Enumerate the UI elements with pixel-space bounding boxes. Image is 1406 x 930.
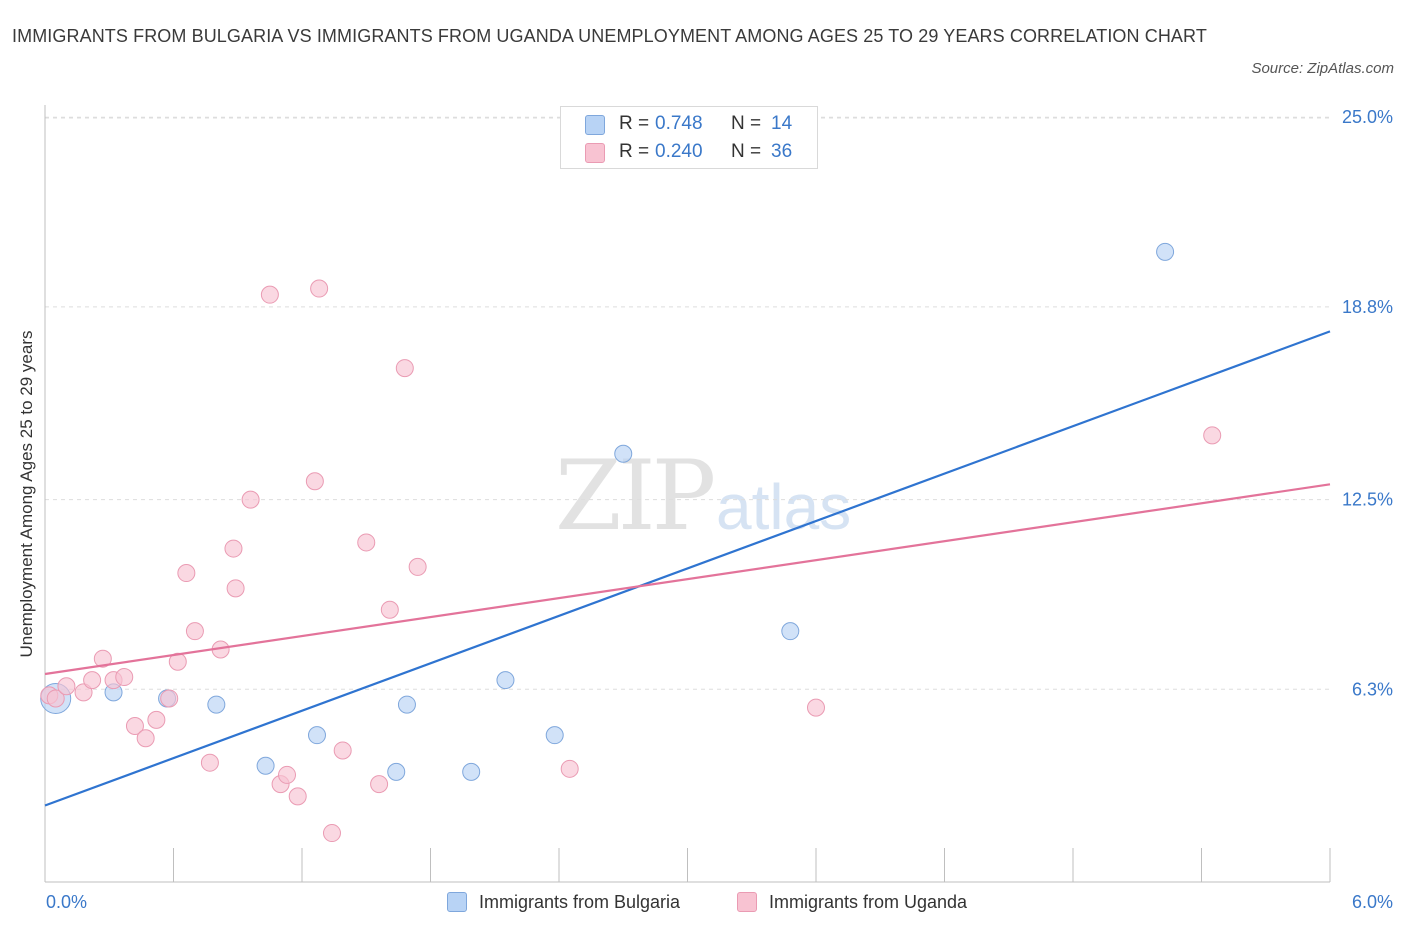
r-value: 0.748 [655,113,703,134]
r-label: R = [619,113,650,134]
point-uganda [278,765,297,784]
point-uganda [310,279,329,298]
point-uganda [125,716,144,735]
y-tick-label: 18.8% [1342,297,1393,317]
point-uganda [185,622,204,641]
point-uganda [115,668,134,687]
y-axis-label: Unemployment Among Ages 25 to 29 years [17,330,36,658]
point-uganda [380,600,399,619]
n-label: N = [731,113,762,134]
correlation-legend: R = 0.748 N = 14 R = 0.240 N = 36 [560,106,818,169]
bulgaria-swatch [585,115,605,135]
r-value: 0.240 [655,141,703,162]
point-bulgaria [545,726,564,745]
uganda-swatch [585,143,605,163]
point-uganda [408,557,427,576]
legend-label: Immigrants from Bulgaria [479,892,681,912]
point-bulgaria [496,671,515,690]
point-uganda [370,775,389,794]
trendline-uganda [44,483,1331,676]
y-tick-label: 25.0% [1342,107,1393,127]
x-tick-label: 0.0% [46,892,87,912]
point-uganda [57,677,76,696]
n-value: 36 [771,141,793,162]
series-legend: Immigrants from Bulgaria Immigrants from… [0,888,1406,916]
bulgaria-swatch [447,892,467,912]
point-uganda [288,787,307,806]
point-uganda [168,652,187,671]
point-uganda [46,689,65,708]
point-uganda [333,741,352,760]
point-uganda [807,698,825,717]
x-tick-label: 6.0% [1352,892,1393,912]
r-label: R = [619,141,650,162]
point-uganda [322,824,341,843]
point-uganda [1203,426,1222,445]
trendline-bulgaria [44,330,1331,807]
point-uganda [305,472,324,491]
point-uganda [136,729,155,748]
point-uganda [160,689,179,708]
chart-title: IMMIGRANTS FROM BULGARIA VS IMMIGRANTS F… [12,26,1207,46]
uganda-swatch [737,892,757,912]
point-uganda [200,753,219,772]
point-bulgaria [307,726,326,745]
point-uganda [395,359,414,378]
n-label: N = [731,141,762,162]
y-tick-label: 12.5% [1342,490,1393,510]
point-bulgaria [207,695,226,714]
point-uganda [93,649,112,668]
point-uganda [74,683,93,702]
point-uganda [177,564,196,583]
watermark-atlas: atlas [716,471,852,543]
point-uganda [241,490,260,509]
point-uganda [560,759,579,778]
point-bulgaria [256,756,275,775]
source-label: Source: ZipAtlas.com [1251,60,1394,77]
point-uganda [147,710,166,729]
point-uganda [357,533,376,552]
point-bulgaria [781,622,800,641]
point-bulgaria [387,762,406,781]
legend-label: Immigrants from Uganda [769,892,968,912]
point-bulgaria [614,444,633,463]
point-uganda [83,671,102,690]
point-bulgaria [397,695,416,714]
point-uganda [224,539,243,558]
point-uganda [226,579,245,598]
point-bulgaria [1156,242,1175,261]
point-bulgaria [462,762,481,781]
n-value: 14 [771,113,793,134]
watermark-zip: ZIP [555,440,716,552]
y-tick-label: 6.3% [1352,679,1393,699]
point-uganda [260,285,279,304]
